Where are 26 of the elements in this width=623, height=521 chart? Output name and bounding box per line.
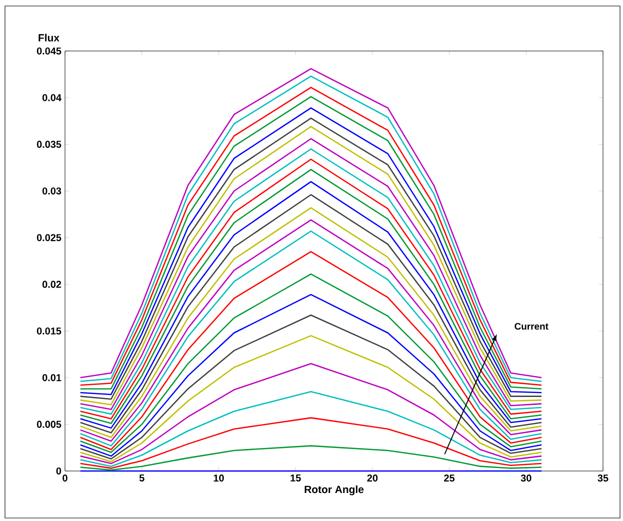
y-tick-label: 0.01 bbox=[42, 374, 62, 382]
line-series bbox=[80, 335, 542, 462]
y-tick-label: 0.03 bbox=[42, 187, 62, 195]
y-tick-label: 0.025 bbox=[36, 234, 62, 242]
x-tick-label: 15 bbox=[290, 474, 301, 482]
y-axis-title: Flux bbox=[38, 34, 60, 42]
x-tick-label: 10 bbox=[214, 474, 224, 482]
y-tick-label: 0.02 bbox=[42, 280, 62, 288]
x-tick-label: 35 bbox=[598, 474, 608, 482]
x-tick-label: 30 bbox=[520, 474, 532, 482]
y-tick-label: 0.04 bbox=[42, 94, 62, 102]
x-tick-label: 20 bbox=[367, 474, 378, 482]
line-series bbox=[80, 391, 542, 467]
y-tick-label: 0 bbox=[56, 467, 62, 475]
x-axis-title: Rotor Angle bbox=[304, 485, 364, 496]
y-tick-label: 0.005 bbox=[36, 420, 62, 428]
x-tick-label: 25 bbox=[444, 474, 455, 482]
y-tick-label: 0.015 bbox=[36, 327, 62, 335]
line-series bbox=[80, 363, 542, 464]
y-tick-label: 0.045 bbox=[36, 47, 62, 55]
x-tick-label: 0 bbox=[62, 474, 68, 482]
x-tick-label: 5 bbox=[139, 474, 144, 482]
line-series bbox=[80, 417, 542, 469]
y-tick-label: 0.035 bbox=[36, 140, 62, 148]
line-series bbox=[80, 445, 542, 471]
annotation: Current bbox=[514, 322, 548, 330]
